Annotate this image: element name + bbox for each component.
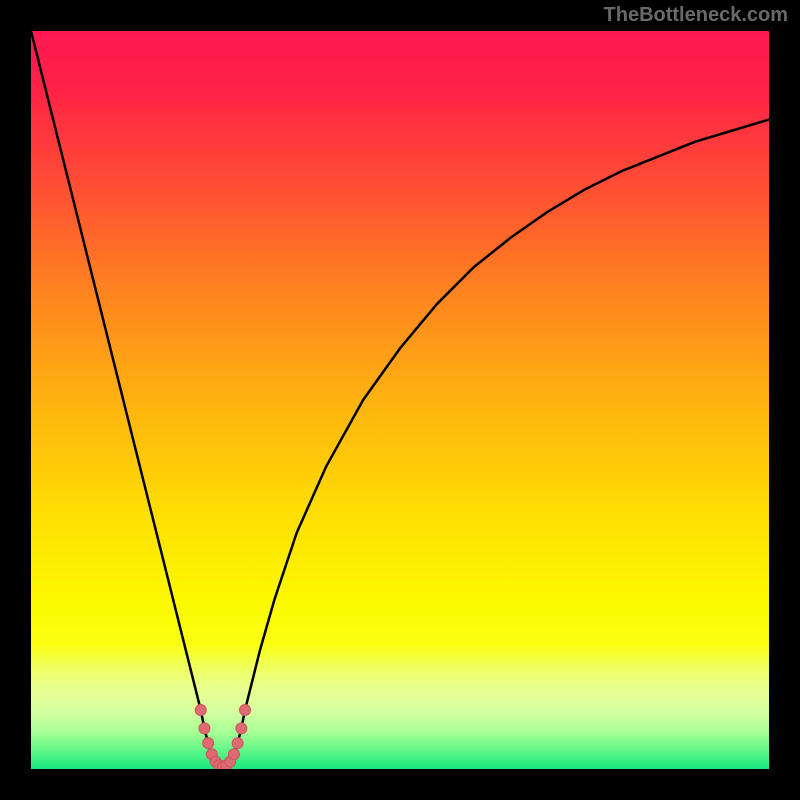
curve-marker — [228, 749, 239, 760]
curve-marker — [232, 738, 243, 749]
curve-marker — [240, 704, 251, 715]
watermark-text: TheBottleneck.com — [604, 4, 788, 27]
chart-svg — [31, 31, 769, 769]
curve-marker — [199, 723, 210, 734]
bottleneck-chart — [31, 31, 769, 769]
curve-marker — [203, 738, 214, 749]
curve-marker — [236, 723, 247, 734]
chart-background — [31, 31, 769, 769]
curve-marker — [195, 704, 206, 715]
